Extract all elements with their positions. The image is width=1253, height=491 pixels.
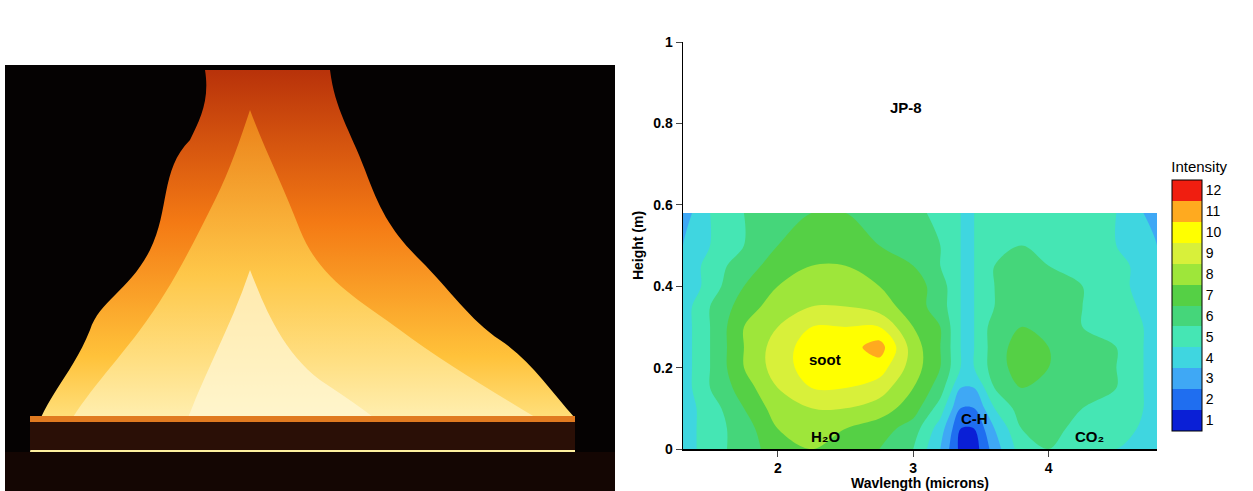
svg-text:0.6: 0.6 xyxy=(653,197,673,213)
svg-text:H₂O: H₂O xyxy=(811,428,840,445)
svg-text:3: 3 xyxy=(909,460,917,476)
svg-text:1: 1 xyxy=(665,34,673,50)
svg-text:4: 4 xyxy=(1206,350,1214,366)
svg-text:6: 6 xyxy=(1206,308,1214,324)
svg-text:3: 3 xyxy=(1206,370,1214,386)
svg-text:2: 2 xyxy=(774,460,782,476)
svg-text:Wavlength (microns): Wavlength (microns) xyxy=(851,475,989,491)
svg-text:Intensity: Intensity xyxy=(1171,158,1227,175)
svg-text:Height (m): Height (m) xyxy=(630,211,646,280)
svg-text:CO₂: CO₂ xyxy=(1075,428,1104,445)
svg-text:JP-8: JP-8 xyxy=(890,99,922,116)
svg-text:9: 9 xyxy=(1206,245,1214,261)
svg-text:11: 11 xyxy=(1206,203,1221,219)
svg-text:4: 4 xyxy=(1045,460,1053,476)
svg-text:7: 7 xyxy=(1206,287,1214,303)
svg-text:2: 2 xyxy=(1206,391,1214,407)
svg-text:12: 12 xyxy=(1206,182,1222,198)
svg-text:0.4: 0.4 xyxy=(653,278,673,294)
svg-text:0.8: 0.8 xyxy=(653,115,673,131)
svg-text:8: 8 xyxy=(1206,266,1214,282)
svg-text:10: 10 xyxy=(1206,224,1222,240)
svg-text:0: 0 xyxy=(665,441,673,457)
svg-text:1: 1 xyxy=(1206,412,1214,428)
svg-text:0.2: 0.2 xyxy=(653,360,673,376)
svg-text:C-H: C-H xyxy=(961,410,988,427)
svg-text:5: 5 xyxy=(1206,329,1214,345)
svg-text:soot: soot xyxy=(809,351,841,368)
